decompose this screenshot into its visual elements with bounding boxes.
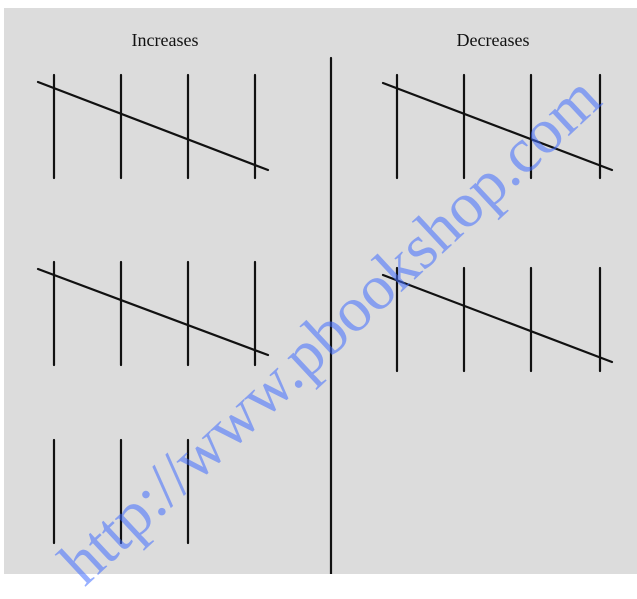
tally-cross-stroke [381, 81, 614, 172]
heading-increases: Increases [131, 30, 199, 50]
tally-group-left-2 [36, 260, 270, 367]
tally-cross-stroke [36, 267, 270, 357]
tally-group-left-1 [36, 73, 270, 180]
tally-group-right-2 [381, 266, 614, 373]
tally-cross-stroke [381, 273, 614, 364]
tally-cross-stroke [36, 80, 270, 172]
tally-diagram [36, 56, 614, 574]
heading-decreases: Decreases [456, 30, 530, 50]
tally-group-left-3 [52, 438, 190, 545]
tally-group-right-1 [381, 73, 614, 180]
